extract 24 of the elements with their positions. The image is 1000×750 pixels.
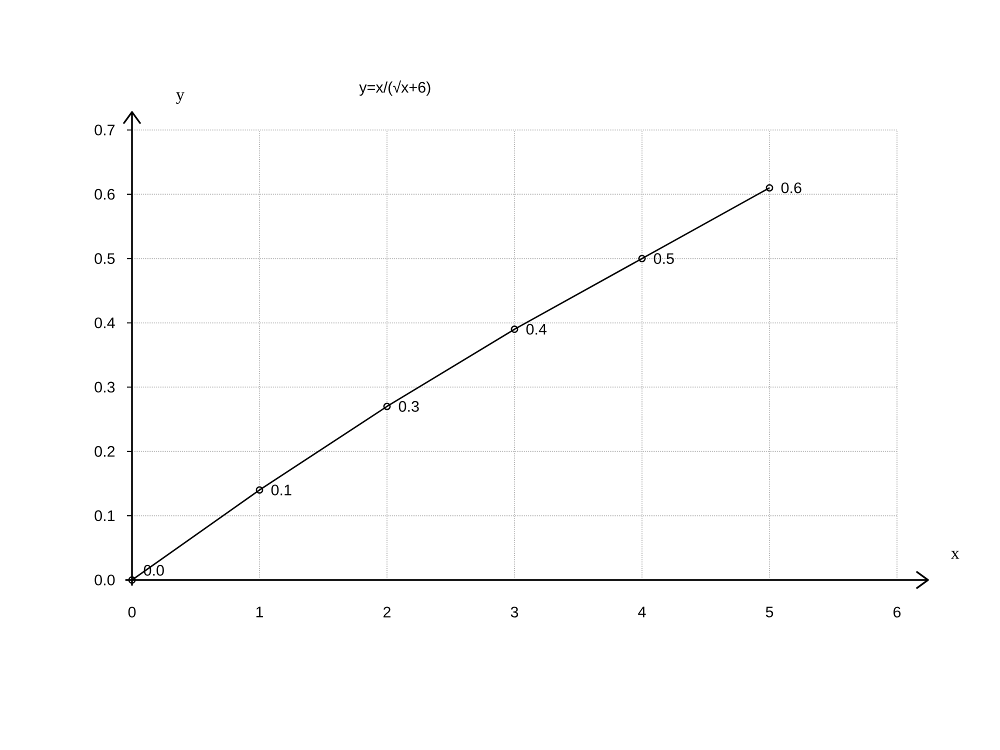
y-tick-label: 0.3 bbox=[94, 382, 115, 393]
y-tick-label: 0.2 bbox=[94, 446, 115, 457]
data-label: 0.3 bbox=[398, 401, 419, 412]
x-tick-label: 1 bbox=[256, 606, 264, 618]
y-tick-label: 0.4 bbox=[94, 317, 115, 328]
x-tick-label: 0 bbox=[128, 606, 136, 618]
y-tick-label: 0.0 bbox=[94, 574, 115, 586]
x-tick-label: 4 bbox=[638, 606, 646, 618]
x-axis-title: x bbox=[950, 550, 960, 559]
y-tick-label: 0.5 bbox=[94, 253, 115, 264]
chart-title: y=x/(√x+6) bbox=[359, 80, 430, 96]
y-tick-label: 0.6 bbox=[94, 188, 115, 200]
data-label: 0.6 bbox=[781, 182, 802, 194]
y-axis-title: y bbox=[176, 92, 184, 104]
data-label: 0.1 bbox=[271, 484, 292, 496]
y-tick-label: 0.1 bbox=[94, 510, 115, 522]
x-tick-label: 3 bbox=[510, 606, 518, 618]
data-label: 0.0 bbox=[144, 564, 164, 576]
data-label: 0.4 bbox=[526, 324, 547, 335]
x-tick-label: 6 bbox=[894, 606, 901, 618]
x-tick-label: 2 bbox=[384, 606, 390, 618]
data-label: 0.5 bbox=[654, 253, 674, 264]
x-tick-label: 5 bbox=[766, 606, 774, 618]
y-tick-label: 0.7 bbox=[94, 124, 115, 136]
